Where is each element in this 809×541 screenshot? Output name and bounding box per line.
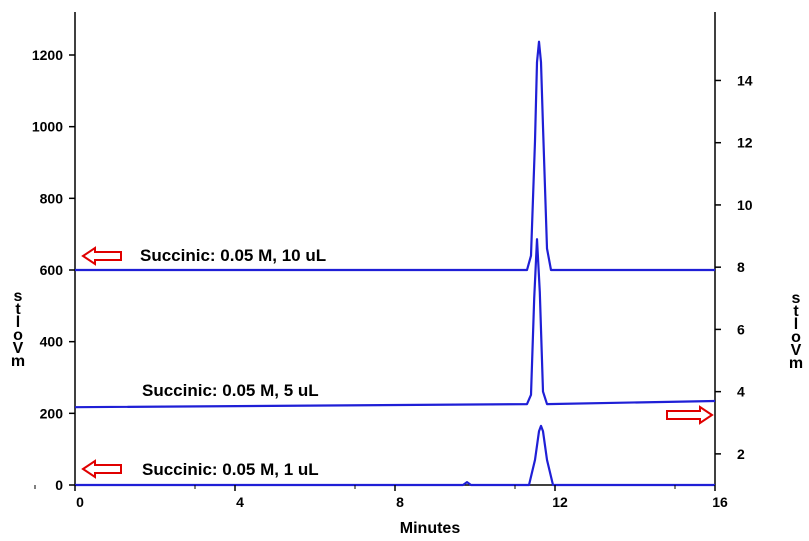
y-right-tick-label: 4	[737, 384, 745, 400]
y-left-tick-label: 600	[40, 262, 64, 278]
y-left-tick-label: 800	[40, 190, 64, 206]
arrow-left-icon	[81, 459, 122, 479]
y-right-tick-label: 2	[737, 446, 745, 462]
series-label-2: Succinic: 0.05 M, 5 uL	[142, 381, 319, 400]
series-line-3	[75, 424, 715, 487]
series-label-1: Succinic: 0.05 M, 10 uL	[140, 246, 326, 265]
arrow-right-icon	[666, 405, 714, 425]
arrow-left-icon	[81, 246, 122, 266]
x-tick-label: 4	[236, 494, 244, 510]
y-left-tick-label: 400	[40, 334, 64, 350]
y-left-tick-label: 1200	[32, 47, 63, 63]
y-right-tick-label: 6	[737, 321, 745, 337]
y-right-tick-label: 8	[737, 259, 745, 275]
series-line-1	[75, 40, 715, 272]
x-tick-label: 0	[76, 494, 84, 510]
x-axis-title: Minutes	[400, 520, 461, 537]
series-label-3: Succinic: 0.05 M, 1 uL	[142, 460, 319, 479]
chart-series	[74, 40, 716, 487]
y-left-tick-label: 0	[55, 477, 63, 493]
y-left-tick-label: 1000	[32, 119, 63, 135]
y-right-tick-label: 10	[737, 197, 753, 213]
x-tick-label: 16	[712, 494, 728, 510]
y-right-tick-label: 12	[737, 135, 753, 151]
y-right-tick-label: 14	[737, 72, 753, 88]
x-tick-label: 8	[396, 494, 404, 510]
chart-ticks: 0 4 8 12 16 0 200 400 600 800 1000 1200 2 4 6 8 10 12 14	[32, 47, 753, 510]
x-tick-label: 12	[552, 494, 568, 510]
series-line-2	[74, 238, 716, 409]
y-left-tick-label: 200	[40, 405, 64, 421]
chart-annotations: Succinic: 0.05 M, 10 uL Succinic: 0.05 M,…	[81, 246, 714, 479]
